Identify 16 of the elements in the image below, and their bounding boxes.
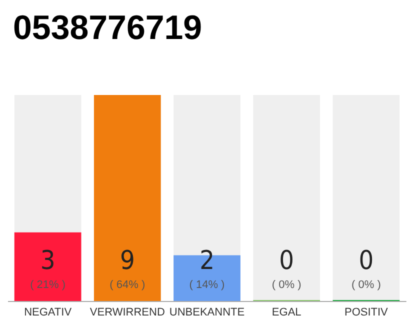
annotation: ( 0% ) xyxy=(352,279,381,291)
data-label: 2 xyxy=(200,246,214,276)
x-tick-label: POSITIV xyxy=(344,306,389,318)
annotation: ( 21% ) xyxy=(30,279,66,291)
data-label: 9 xyxy=(120,246,135,276)
annotation: ( 64% ) xyxy=(110,279,146,291)
annotation: ( 14% ) xyxy=(189,279,225,291)
data-label: 3 xyxy=(40,246,56,276)
annotation: ( 0% ) xyxy=(272,279,302,291)
x-tick-label: NEGATIV xyxy=(24,306,72,318)
chart-title: 0538776719 xyxy=(13,9,202,47)
x-tick-label: UNBEKANNTE xyxy=(169,306,245,318)
data-label: 0 xyxy=(358,246,374,276)
x-tick-label: VERWIRREND xyxy=(90,306,165,318)
x-tick-label: EGAL xyxy=(272,306,302,318)
data-label: 0 xyxy=(279,246,294,276)
